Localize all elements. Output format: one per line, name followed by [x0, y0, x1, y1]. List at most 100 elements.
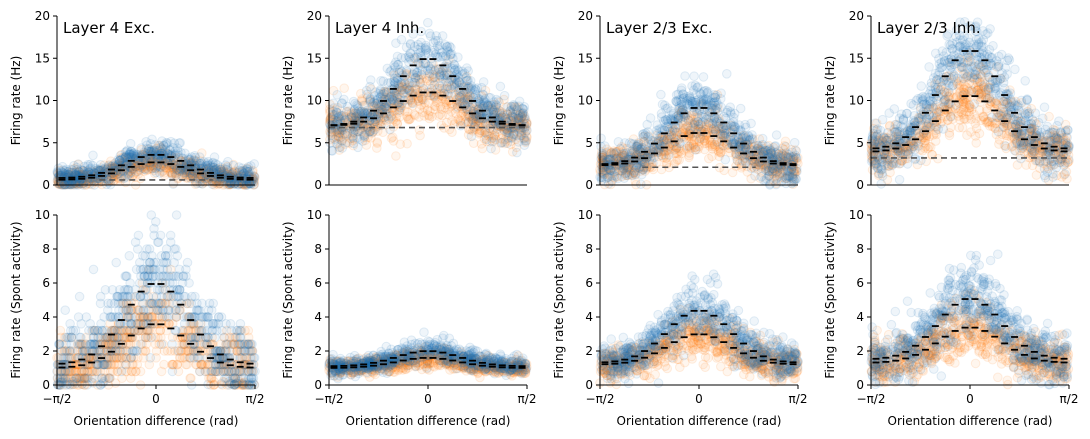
scatter-points [866, 17, 1074, 189]
data-point [401, 84, 411, 94]
data-point [746, 118, 756, 129]
y-tick-label: 10 [578, 94, 593, 108]
data-point [727, 167, 738, 178]
data-point [417, 94, 428, 105]
data-point [332, 90, 343, 100]
y-tick-label: 5 [314, 136, 322, 150]
data-point [478, 89, 488, 100]
data-point [372, 138, 383, 148]
y-axis-label: Firing rate (Hz) [281, 56, 295, 146]
data-point [735, 137, 746, 147]
data-point [190, 179, 201, 189]
data-point [365, 96, 375, 106]
data-point [441, 51, 451, 62]
data-point [149, 165, 159, 176]
data-point [507, 110, 517, 121]
data-point [455, 92, 465, 103]
data-point [395, 139, 406, 149]
data-point [361, 85, 372, 96]
data-point [488, 133, 499, 143]
data-point [339, 83, 350, 93]
data-point [63, 167, 74, 178]
data-point [145, 158, 156, 169]
data-point [177, 171, 187, 181]
data-point [692, 83, 702, 93]
y-tick-label: 0 [314, 178, 322, 192]
data-point [151, 167, 161, 178]
data-point [211, 177, 222, 187]
data-point [181, 170, 192, 180]
data-point [71, 167, 81, 177]
data-point [924, 141, 934, 152]
data-point [422, 105, 433, 115]
data-point [466, 131, 477, 142]
scatter-points [52, 134, 260, 190]
data-point [613, 137, 624, 147]
data-point [429, 80, 440, 90]
data-point [946, 111, 956, 122]
y-axis-label: Firing rate (Hz) [552, 56, 566, 146]
data-point [435, 101, 446, 112]
y-tick-label: 10 [307, 94, 322, 108]
data-point [109, 159, 119, 169]
data-point [389, 93, 400, 104]
data-point [645, 113, 656, 123]
data-point [712, 137, 723, 147]
data-point [166, 136, 176, 147]
data-point [691, 97, 701, 108]
data-point [680, 71, 690, 81]
scatter-points [595, 69, 803, 190]
y-tick-label: 0 [42, 178, 50, 192]
data-point [876, 179, 887, 189]
y-tick-label: 5 [42, 136, 50, 150]
data-point [357, 136, 368, 146]
data-point [771, 130, 782, 140]
data-point [698, 72, 709, 82]
data-point [959, 102, 970, 113]
data-point [126, 146, 137, 157]
data-point [493, 96, 503, 106]
data-point [689, 117, 700, 128]
data-point [389, 76, 399, 86]
data-point [135, 151, 146, 161]
data-point [781, 148, 792, 158]
data-point [113, 169, 123, 180]
data-point [88, 150, 98, 161]
data-point [720, 129, 731, 139]
data-point [704, 153, 714, 164]
data-point [132, 166, 143, 177]
data-point [116, 149, 127, 160]
data-point [971, 138, 982, 148]
y-tick-label: 15 [578, 51, 593, 65]
data-point [773, 146, 784, 156]
data-point [168, 179, 178, 189]
blue-series [52, 134, 260, 190]
data-point [971, 114, 981, 124]
data-point [784, 166, 795, 177]
data-point [656, 89, 666, 100]
data-point [766, 154, 777, 164]
data-point [449, 59, 459, 70]
data-point [338, 110, 349, 121]
panel-title: Layer 4 Exc. [63, 19, 155, 37]
data-point [161, 162, 172, 173]
data-point [683, 102, 694, 112]
data-point [616, 152, 626, 162]
data-point [425, 63, 436, 74]
data-point [486, 103, 497, 113]
y-tick-label: 20 [307, 9, 322, 23]
data-point [57, 161, 68, 172]
data-point [123, 170, 133, 180]
y-axis-label: Firing rate (Hz) [9, 56, 23, 146]
data-point [721, 107, 732, 118]
data-point [624, 138, 635, 148]
data-point [149, 168, 160, 179]
data-point [498, 110, 508, 121]
panel-title: Layer 2/3 Exc. [606, 19, 713, 37]
data-point [385, 124, 395, 135]
data-point [189, 155, 199, 165]
data-point [518, 108, 528, 118]
panel-title: Layer 4 Inh. [335, 19, 424, 37]
data-point [107, 161, 118, 172]
